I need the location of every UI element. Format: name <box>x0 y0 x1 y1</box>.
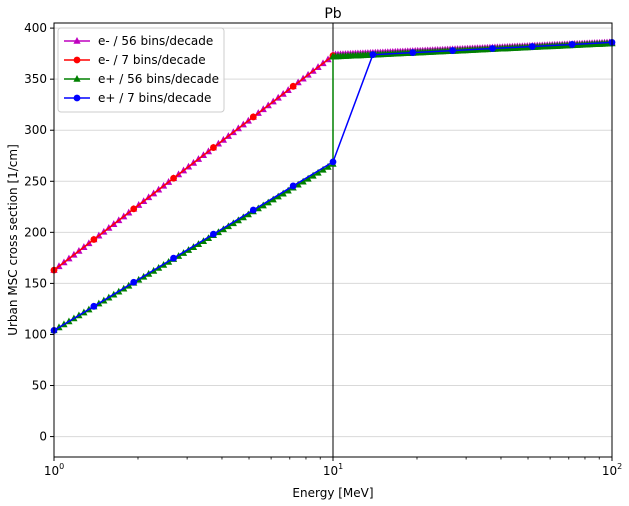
y-tick-label: 300 <box>24 123 47 137</box>
x-tick-exponent: 0 <box>59 462 64 471</box>
data-point <box>309 171 317 179</box>
x-axis-label: Energy [MeV] <box>292 486 373 500</box>
series-layer <box>50 38 616 334</box>
y-tick-label: 150 <box>24 276 47 290</box>
data-point <box>210 230 217 238</box>
x-tick-base: 10 <box>44 464 59 478</box>
y-tick-label: 50 <box>32 379 47 393</box>
x-tick-base: 10 <box>602 464 617 478</box>
legend-entry: e- / 7 bins/decade <box>64 53 206 67</box>
x-tick-base: 10 <box>323 464 338 478</box>
data-point <box>90 236 98 243</box>
legend-label: e- / 7 bins/decade <box>98 53 206 67</box>
data-point <box>324 162 332 170</box>
data-point <box>249 206 257 214</box>
data-point <box>269 195 277 203</box>
data-point <box>130 278 138 286</box>
legend-box <box>57 27 225 113</box>
data-point <box>90 302 98 310</box>
data-point <box>73 75 81 82</box>
legend-label: e+ / 7 bins/decade <box>98 91 211 105</box>
data-point <box>409 49 417 57</box>
chart-title: Pb <box>324 6 341 22</box>
data-point <box>489 45 496 52</box>
data-point <box>73 56 81 64</box>
legend: e- / 56 bins/decade e- / 7 bins/decade e+ … <box>57 27 225 113</box>
data-point <box>274 192 282 200</box>
legend-entry: e- / 56 bins/decade <box>64 34 213 48</box>
data-point <box>314 168 322 176</box>
data-point <box>369 51 377 59</box>
data-point <box>528 43 536 50</box>
data-point <box>130 205 138 213</box>
x-tick-label: 102 <box>602 462 622 478</box>
y-tick-label: 0 <box>39 430 47 444</box>
legend-label: e- / 56 bins/decade <box>98 34 213 48</box>
x-tick-label: 101 <box>323 462 343 478</box>
y-axis-label: Urban MSC cross section [1/cm] <box>6 144 20 336</box>
legend-entry: e+ / 56 bins/decade <box>64 72 219 86</box>
data-point <box>289 82 297 90</box>
data-point <box>170 254 177 262</box>
data-point <box>449 47 457 54</box>
data-point <box>304 174 312 182</box>
legend-entry: e+ / 7 bins/decade <box>64 91 211 105</box>
x-tick-exponent: 1 <box>338 462 343 471</box>
x-tick-exponent: 2 <box>617 462 622 471</box>
x-tick-label: 100 <box>44 462 64 478</box>
data-point <box>73 37 81 44</box>
data-point <box>210 144 217 151</box>
data-point <box>329 158 337 166</box>
data-point <box>289 182 297 190</box>
y-tick-label: 350 <box>24 72 47 86</box>
data-point <box>568 41 576 48</box>
y-tick-label: 250 <box>24 174 47 188</box>
data-point <box>249 113 257 121</box>
data-point <box>73 94 81 102</box>
series-line <box>53 55 334 271</box>
data-point <box>259 201 267 209</box>
y-tick-label: 100 <box>24 327 47 341</box>
data-point <box>279 189 287 197</box>
data-point <box>264 198 272 206</box>
y-tick-label: 200 <box>24 225 47 239</box>
data-point <box>319 165 327 173</box>
data-point <box>170 174 177 182</box>
y-tick-label: 400 <box>24 21 47 35</box>
data-point <box>299 177 307 185</box>
legend-label: e+ / 56 bins/decade <box>98 72 219 86</box>
data-point <box>284 186 292 194</box>
